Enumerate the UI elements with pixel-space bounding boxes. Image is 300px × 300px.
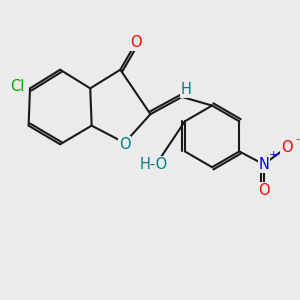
Text: Cl: Cl xyxy=(10,80,24,94)
Text: H: H xyxy=(181,82,192,97)
Text: H-O: H-O xyxy=(139,157,167,172)
Text: O: O xyxy=(119,137,130,152)
Text: -: - xyxy=(296,134,299,144)
Text: O: O xyxy=(258,183,269,198)
Text: O: O xyxy=(281,140,292,154)
Text: O: O xyxy=(130,35,142,50)
Text: +: + xyxy=(269,150,278,160)
Text: N: N xyxy=(258,157,269,172)
